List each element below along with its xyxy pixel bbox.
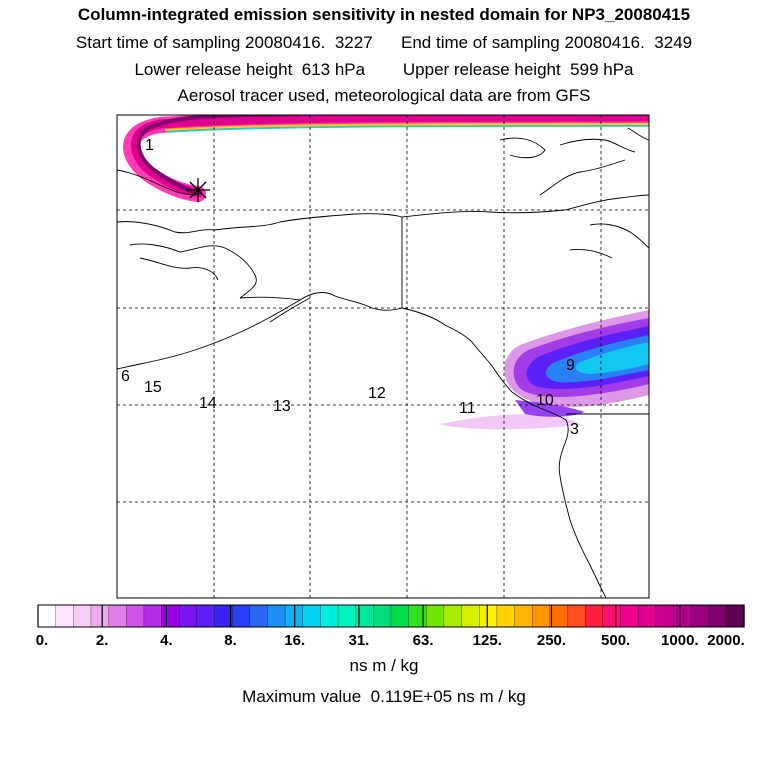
maximum-value: Maximum value 0.119E+05 ns m / kg bbox=[0, 687, 768, 707]
colorbar-tick-label: 1000. bbox=[661, 632, 699, 649]
coastlines bbox=[117, 127, 649, 598]
colorbar-cell bbox=[690, 604, 710, 628]
sampling-times: Start time of sampling 20080416. 3227 En… bbox=[0, 33, 768, 53]
colorbar-cell bbox=[655, 604, 675, 628]
colorbar-cell bbox=[161, 604, 180, 628]
release-heights: Lower release height 613 hPa Upper relea… bbox=[0, 60, 768, 80]
colorbar-cell bbox=[108, 604, 127, 628]
colorbar-cell bbox=[514, 604, 533, 628]
colorbar-cell bbox=[337, 604, 357, 628]
point-label: 1 bbox=[145, 137, 154, 154]
colorbar-cell bbox=[196, 604, 216, 628]
colorbar-cell bbox=[496, 604, 516, 628]
start-value: 20080416. 3227 bbox=[245, 33, 373, 52]
colorbar bbox=[37, 604, 745, 628]
star-icon bbox=[186, 178, 210, 202]
colorbar-cell bbox=[143, 604, 163, 628]
map-frame bbox=[116, 114, 650, 599]
colorbar-cell bbox=[390, 604, 410, 628]
colorbar-cell bbox=[302, 604, 322, 628]
colorbar-tick-label: 2000. bbox=[707, 632, 745, 649]
point-label: 9 bbox=[566, 357, 575, 374]
colorbar-cell bbox=[673, 604, 692, 628]
graticule bbox=[117, 115, 649, 598]
colorbar-tick-label: 125. bbox=[472, 632, 502, 649]
colorbar-tick-label: 8. bbox=[224, 632, 237, 649]
colorbar-frame bbox=[37, 604, 745, 628]
trajectory-labels: 6 15 14 13 12 11 10 9 3 1 bbox=[121, 137, 579, 438]
colorbar-units: ns m / kg bbox=[349, 656, 419, 675]
colorbar-cell bbox=[461, 604, 480, 628]
point-label: 11 bbox=[459, 400, 476, 417]
colorbar-cell bbox=[73, 604, 92, 628]
colorbar-cell bbox=[90, 604, 110, 628]
point-label: 14 bbox=[199, 395, 217, 412]
end-label: End time of sampling bbox=[401, 33, 560, 52]
colorbar-cell bbox=[479, 604, 498, 628]
colorbar-cell bbox=[408, 604, 427, 628]
colorbar-tick-label: 63. bbox=[412, 632, 434, 649]
plume-north bbox=[123, 115, 649, 202]
colorbar-cell bbox=[231, 604, 251, 628]
max-value: 0.119E+05 ns m / kg bbox=[370, 687, 526, 706]
max-label: Maximum value bbox=[242, 687, 362, 706]
colorbar-cell bbox=[249, 604, 269, 628]
colorbar-tick-label: 0. bbox=[35, 632, 49, 649]
colorbar-cell bbox=[549, 604, 569, 628]
colorbar-cell bbox=[708, 604, 728, 628]
plot-title: Column-integrated emission sensitivity i… bbox=[77, 5, 691, 24]
colorbar-cell bbox=[567, 604, 586, 628]
colorbar-cell bbox=[426, 604, 445, 628]
end-value: 20080416. 3249 bbox=[564, 33, 693, 52]
upper-label: Upper release height bbox=[402, 60, 561, 79]
colorbar-cell bbox=[532, 604, 551, 628]
lower-value: 613 hPa bbox=[301, 60, 366, 79]
colorbar-cell bbox=[214, 604, 233, 628]
point-label: 3 bbox=[570, 421, 579, 438]
colorbar-tick-label: 250. bbox=[536, 632, 567, 649]
source-line: Aerosol tracer used, meteorological data… bbox=[177, 86, 591, 105]
colorbar-cell bbox=[320, 604, 339, 628]
colorbar-cell bbox=[443, 604, 463, 628]
colorbar-cell bbox=[37, 604, 57, 628]
colorbar-tick-label: 31. bbox=[348, 632, 370, 649]
lower-label: Lower release height bbox=[134, 60, 293, 79]
colorbar-tick-label: 4. bbox=[160, 632, 173, 649]
colorbar-tick-label: 2. bbox=[95, 632, 109, 649]
point-label: 13 bbox=[273, 398, 291, 415]
colorbar-cell bbox=[585, 604, 604, 628]
point-label: 12 bbox=[368, 385, 386, 402]
point-label: 15 bbox=[144, 379, 162, 396]
colorbar-cell bbox=[637, 604, 657, 628]
colorbar-cell bbox=[602, 604, 622, 628]
colorbar-cell bbox=[267, 604, 286, 628]
map-area bbox=[117, 115, 649, 598]
colorbar-cell bbox=[373, 604, 392, 628]
upper-value: 599 hPa bbox=[570, 60, 634, 79]
plume-east bbox=[440, 310, 649, 430]
colorbar-cell bbox=[55, 604, 74, 628]
colorbar-cell bbox=[726, 604, 745, 628]
point-label: 10 bbox=[536, 392, 554, 409]
colorbar-tick-label: 16. bbox=[284, 632, 306, 649]
colorbar-tick-label: 500. bbox=[601, 632, 631, 649]
start-label: Start time of sampling bbox=[75, 33, 241, 52]
colorbar-cell bbox=[126, 604, 145, 628]
colorbar-cell bbox=[620, 604, 639, 628]
colorbar-cell bbox=[179, 604, 198, 628]
point-label: 6 bbox=[121, 368, 130, 385]
